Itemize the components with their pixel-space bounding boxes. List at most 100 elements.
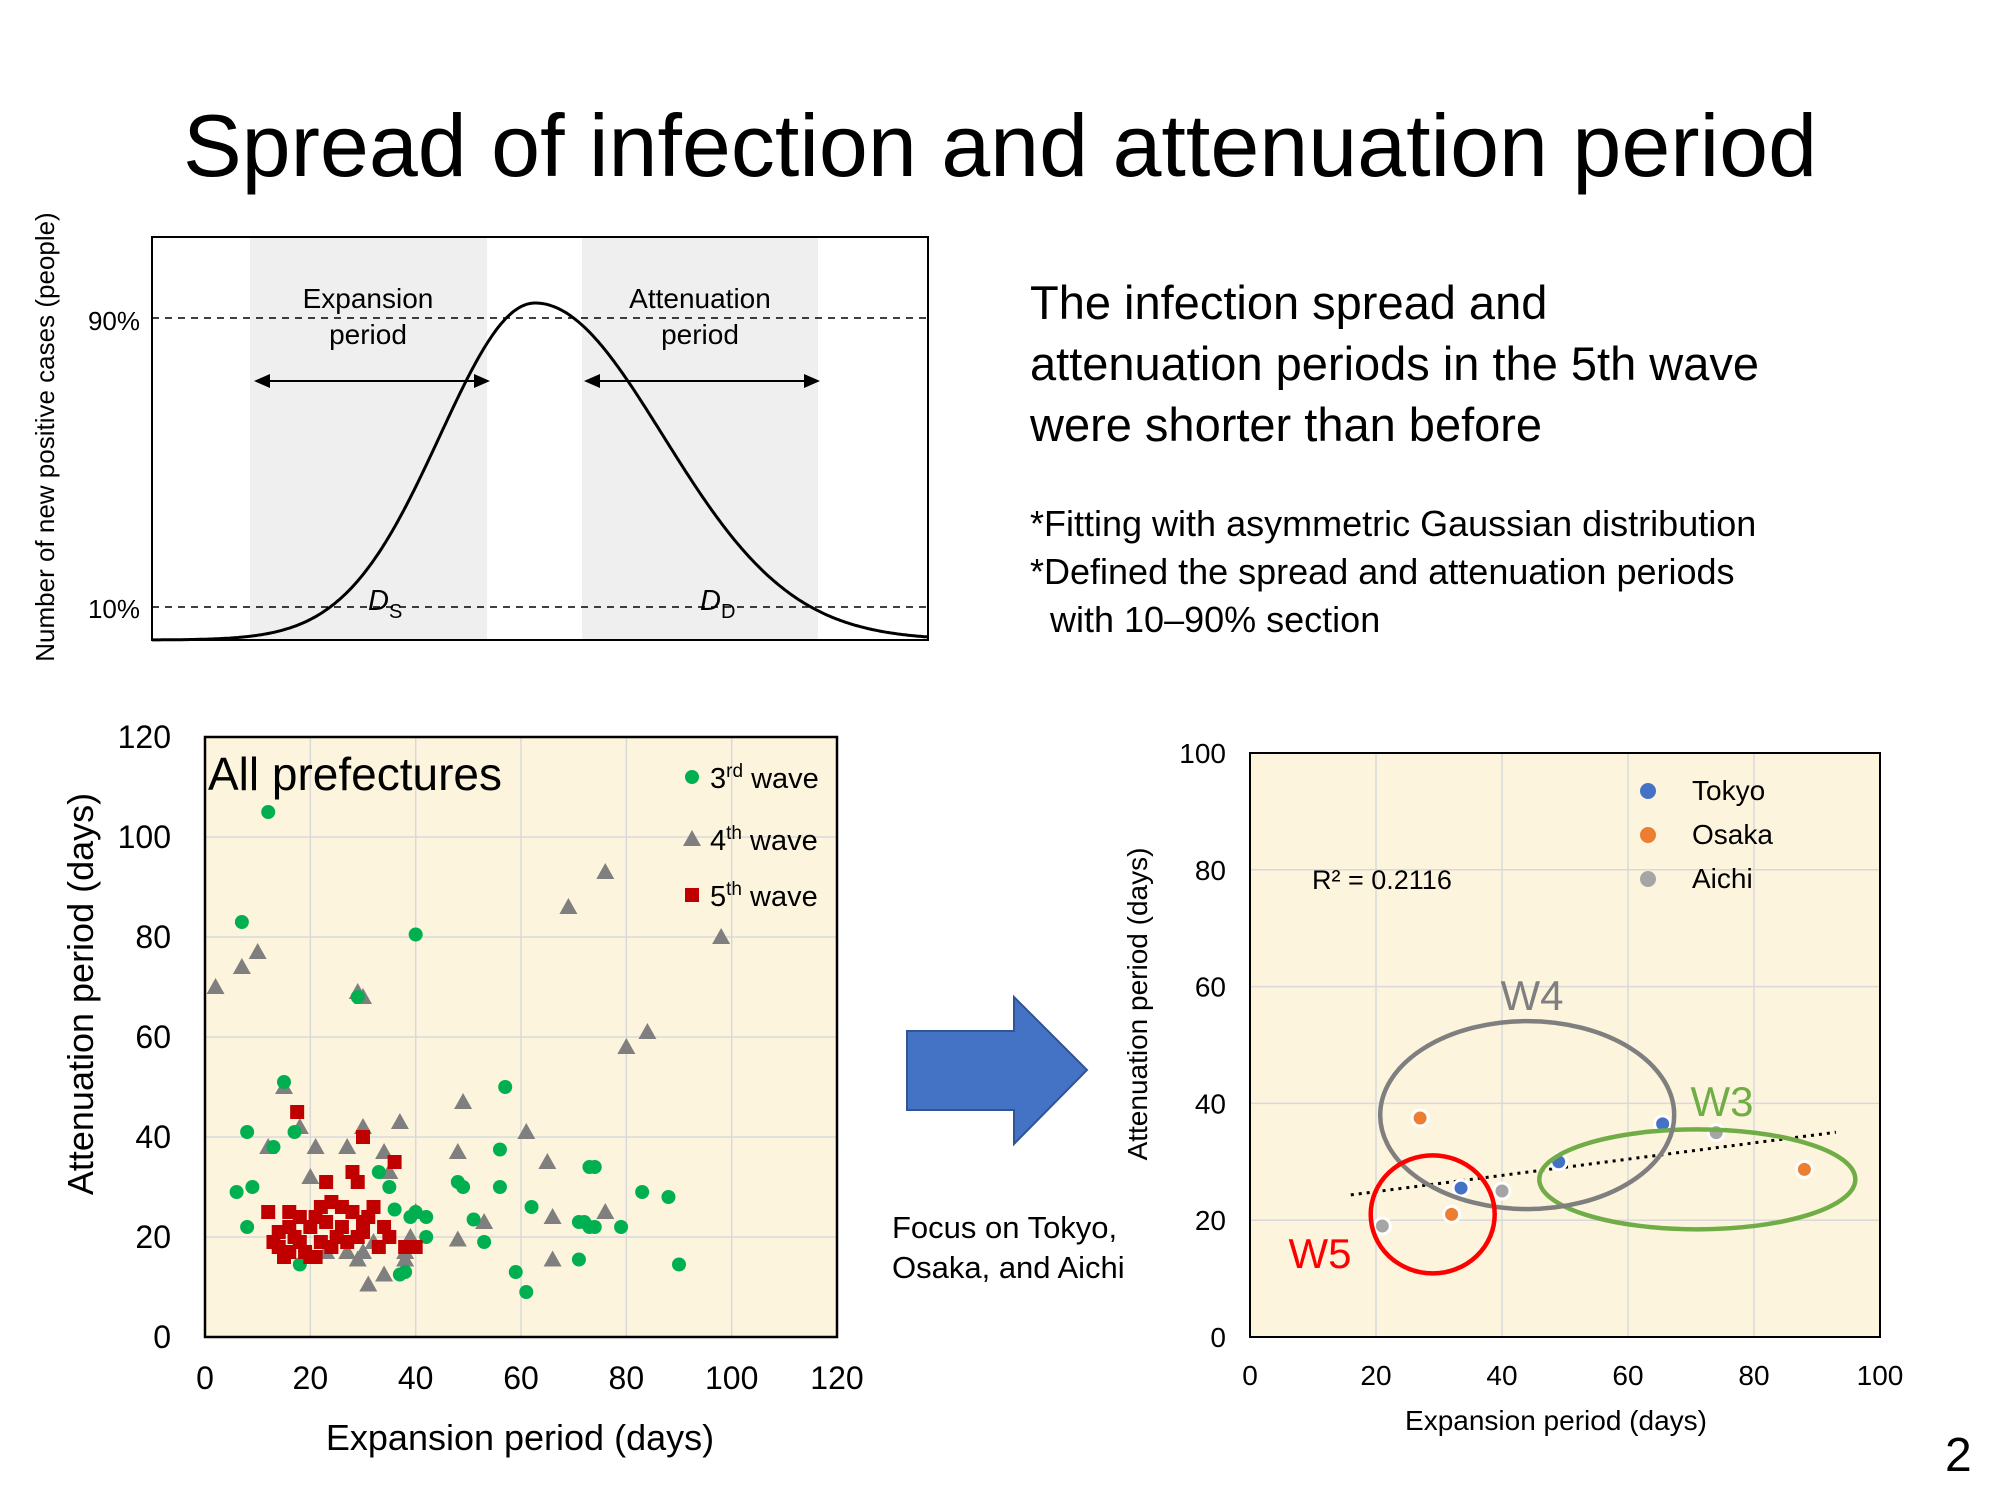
right-y-tick-label: 40: [1195, 1088, 1226, 1119]
left-point-square: [382, 1230, 397, 1244]
expansion-label-line1: Expansion: [303, 283, 434, 314]
right-data-points: [1372, 1108, 1814, 1236]
expansion-label-line2: period: [329, 319, 407, 350]
attenuation-label-line2: period: [661, 319, 739, 350]
legend-marker-circle: [685, 770, 699, 784]
left-point-square: [340, 1235, 355, 1249]
wave-label-w5: W5: [1289, 1230, 1352, 1277]
legend-label-osaka: Osaka: [1692, 819, 1773, 850]
main-statement-line: The infection spread and: [1030, 276, 1548, 329]
right-x-tick-label: 40: [1486, 1360, 1517, 1391]
right-point-aichi: [1492, 1181, 1512, 1201]
left-tick-labels: 0 20 40 60 80 100 120 0 20 40 60 80 100 120: [118, 719, 864, 1396]
left-plot-frame: [203, 735, 839, 1339]
right-point-aichi: [1706, 1123, 1726, 1143]
left-point-square: [371, 1240, 386, 1254]
left-point-square: [287, 1230, 302, 1244]
tick-label-90: 90%: [88, 306, 140, 336]
left-point-square: [319, 1175, 334, 1189]
left-point-triangle: [543, 1250, 562, 1267]
left-point-circle: [350, 990, 365, 1004]
ellipse-w3: [1537, 1127, 1858, 1232]
legend-label: 5th wave: [710, 879, 818, 913]
focus-caption: Focus on Tokyo, Osaka, and Aichi: [892, 1208, 1125, 1288]
left-point-triangle: [475, 1213, 494, 1229]
left-point-square: [350, 1175, 365, 1189]
right-y-tick-label: 60: [1195, 972, 1226, 1003]
left-point-triangle: [543, 1208, 562, 1224]
left-point-triangle: [448, 1143, 467, 1159]
left-point-circle: [240, 1125, 255, 1139]
left-point-triangle: [301, 1168, 320, 1184]
left-point-triangle: [448, 1230, 467, 1247]
left-point-triangle: [517, 1123, 536, 1139]
left-y-tick-label: 120: [118, 719, 171, 755]
left-point-square: [313, 1200, 328, 1214]
right-y-tick-label: 100: [1179, 738, 1226, 769]
left-point-triangle: [559, 898, 578, 914]
left-point-triangle: [454, 1093, 473, 1109]
left-point-circle: [466, 1212, 481, 1227]
left-point-square: [266, 1235, 281, 1249]
focus-caption-line: Osaka, and Aichi: [892, 1250, 1125, 1285]
right-x-tick-label: 80: [1738, 1360, 1769, 1391]
expansion-arrow: [254, 374, 490, 388]
legend-marker-osaka: [1640, 827, 1656, 843]
legend-marker-triangle: [683, 830, 701, 846]
attenuation-label-line1: Attenuation: [629, 283, 771, 314]
left-point-circle: [492, 1180, 507, 1194]
all-prefectures-scatter: 0 20 40 60 80 100 120 0 20 40 60 80 100 120 All prefe…: [60, 719, 864, 1458]
left-point-square: [277, 1250, 291, 1264]
focus-prefectures-scatter: 0 20 40 60 80 100 0 20 40 60 80 100 W3 W4 W5 Tokyo Osa…: [1122, 738, 1903, 1436]
left-point-square: [303, 1220, 318, 1234]
left-y-axis-label: Attenuation period (days): [60, 793, 101, 1195]
note-line: with 10–90% section: [1030, 599, 1381, 640]
left-point-square: [387, 1155, 402, 1169]
legend-label-tokyo: Tokyo: [1692, 775, 1765, 806]
left-point-circle: [419, 1210, 434, 1224]
left-x-tick-label: 60: [503, 1360, 539, 1396]
left-point-circle: [635, 1185, 650, 1199]
left-data-points: [206, 805, 731, 1299]
left-point-circle: [261, 805, 276, 819]
legend-label: 3rd wave: [710, 761, 819, 795]
right-y-tick-label: 80: [1195, 855, 1226, 886]
left-point-square: [345, 1205, 360, 1219]
main-statement-line: were shorter than before: [1030, 398, 1543, 451]
left-point-square: [398, 1240, 413, 1254]
main-statement-line: attenuation periods in the 5th wave: [1030, 337, 1760, 390]
attenuation-region: [582, 237, 818, 640]
left-point-circle: [582, 1160, 597, 1174]
right-point-tokyo: [1451, 1178, 1471, 1198]
left-point-circle: [571, 1215, 586, 1229]
focus-caption-line: Focus on Tokyo,: [892, 1210, 1118, 1245]
left-point-triangle: [338, 1243, 357, 1259]
right-x-tick-label: 0: [1242, 1360, 1258, 1391]
left-y-tick-label: 20: [135, 1219, 171, 1255]
left-point-triangle: [306, 1138, 325, 1154]
left-point-square: [313, 1235, 328, 1249]
left-point-circle: [234, 915, 249, 929]
diagram-y-axis-label: Number of new positive cases (people): [30, 212, 60, 661]
left-x-tick-label: 80: [609, 1360, 645, 1396]
left-point-circle: [661, 1190, 676, 1204]
left-point-triangle: [375, 1265, 394, 1282]
left-point-circle: [245, 1180, 260, 1194]
left-point-square: [324, 1195, 339, 1209]
left-point-circle: [240, 1220, 255, 1234]
left-point-square: [292, 1210, 307, 1224]
left-point-circle: [408, 927, 423, 942]
left-point-circle: [498, 1080, 513, 1094]
right-x-tick-label: 60: [1612, 1360, 1643, 1391]
left-point-triangle: [390, 1113, 409, 1129]
right-y-axis-label: Attenuation period (days): [1122, 848, 1153, 1161]
gaussian-diagram: Expansion period Attenuation period DS D…: [30, 212, 929, 662]
right-y-tick-label: 0: [1210, 1322, 1226, 1353]
left-point-circle: [614, 1220, 629, 1234]
left-point-circle: [382, 1180, 397, 1194]
left-point-circle: [456, 1180, 471, 1194]
left-x-tick-label: 20: [293, 1360, 329, 1396]
left-point-circle: [508, 1265, 523, 1279]
wave-label-w3: W3: [1691, 1078, 1754, 1125]
